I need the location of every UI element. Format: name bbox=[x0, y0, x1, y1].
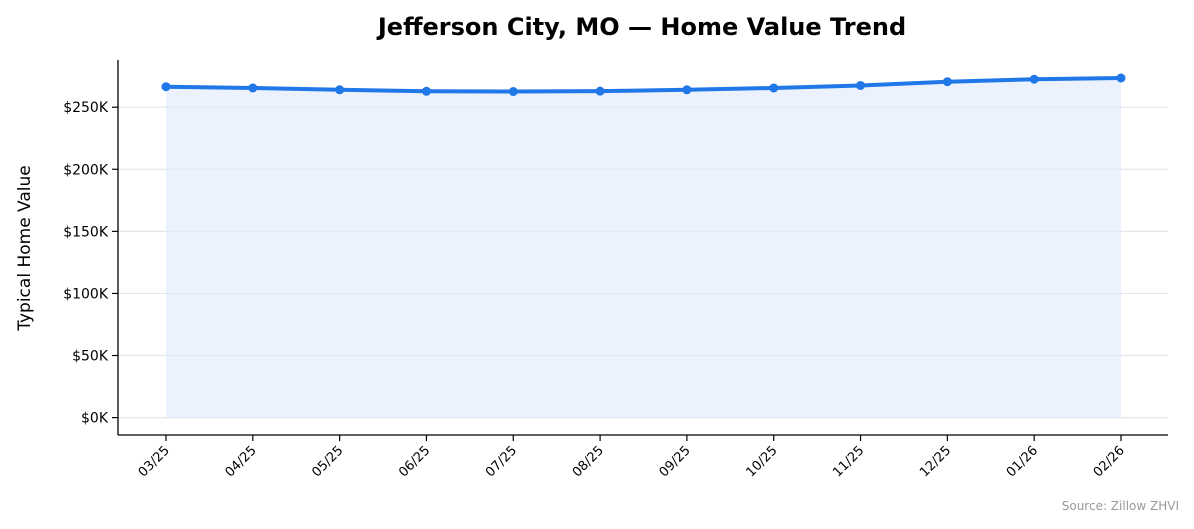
data-point-11-25 bbox=[856, 80, 866, 90]
data-point-03-25 bbox=[161, 82, 171, 92]
chart-title: Jefferson City, MO — Home Value Trend bbox=[376, 13, 906, 41]
y-tick-label-2: $100K bbox=[63, 286, 109, 302]
x-tick-label-11: 02/26 bbox=[1091, 443, 1128, 480]
x-tick-label-0: 03/25 bbox=[136, 443, 173, 480]
series-line bbox=[164, 76, 1123, 94]
x-tick-label-1: 04/25 bbox=[223, 443, 260, 480]
data-point-12-25 bbox=[942, 77, 952, 87]
y-axis-ticks: $0K $50K $100K $150K $200K $250K bbox=[63, 100, 118, 427]
x-tick-label-8: 11/25 bbox=[830, 443, 867, 480]
data-point-04-25 bbox=[248, 83, 258, 93]
data-point-02-26 bbox=[1116, 73, 1126, 83]
data-point-06-25 bbox=[421, 86, 431, 96]
area-fill-shape bbox=[166, 78, 1121, 418]
x-tick-label-4: 07/25 bbox=[483, 443, 520, 480]
x-tick-label-10: 01/26 bbox=[1004, 443, 1041, 480]
series bbox=[161, 73, 1126, 97]
x-tick-label-6: 09/25 bbox=[657, 443, 694, 480]
data-point-09-25 bbox=[682, 85, 692, 95]
data-point-10-25 bbox=[769, 83, 779, 93]
data-point-07-25 bbox=[508, 87, 518, 97]
y-tick-label-4: $200K bbox=[63, 162, 109, 178]
data-point-01-26 bbox=[1029, 74, 1039, 84]
x-tick-label-9: 12/25 bbox=[917, 443, 954, 480]
y-tick-label-1: $50K bbox=[72, 349, 109, 365]
y-axis-label: Typical Home Value bbox=[15, 165, 35, 332]
source-note: Source: Zillow ZHVI bbox=[1062, 499, 1179, 513]
x-tick-label-3: 06/25 bbox=[396, 443, 433, 480]
x-tick-label-7: 10/25 bbox=[743, 443, 780, 480]
area-fill bbox=[166, 78, 1121, 418]
x-tick-label-5: 08/25 bbox=[570, 443, 607, 480]
x-tick-label-2: 05/25 bbox=[309, 443, 346, 480]
axes bbox=[117, 60, 1168, 436]
y-tick-label-5: $250K bbox=[63, 100, 109, 116]
data-point-08-25 bbox=[595, 86, 605, 96]
x-axis-ticks: 03/25 04/25 05/25 06/25 07/25 08/25 09/25 10/25… bbox=[136, 435, 1128, 480]
data-point-05-25 bbox=[335, 85, 345, 95]
y-tick-label-0: $0K bbox=[81, 411, 109, 427]
y-tick-label-3: $150K bbox=[63, 224, 109, 240]
